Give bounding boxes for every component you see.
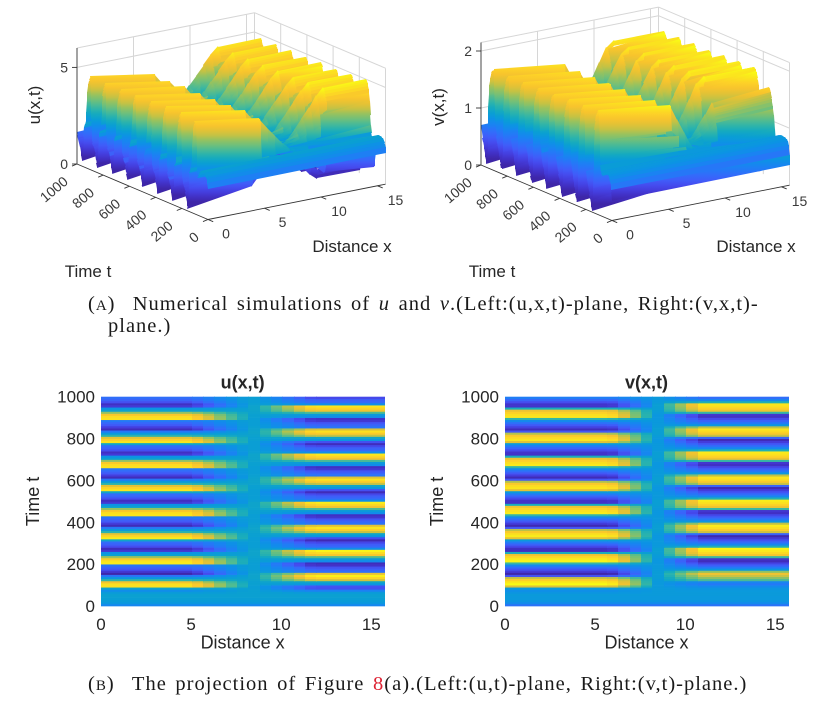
svg-text:u(x,t): u(x,t) (25, 86, 44, 125)
svg-text:0: 0 (626, 227, 634, 243)
svg-text:0: 0 (464, 157, 472, 173)
svg-text:15: 15 (362, 615, 381, 634)
svg-text:800: 800 (471, 430, 499, 449)
svg-text:1: 1 (464, 100, 472, 116)
svg-text:600: 600 (471, 471, 499, 490)
svg-text:5: 5 (60, 59, 68, 75)
svg-text:5: 5 (186, 615, 195, 634)
svg-text:0: 0 (222, 226, 230, 242)
svg-text:Time t: Time t (23, 477, 43, 526)
svg-text:800: 800 (67, 430, 95, 449)
svg-text:0: 0 (86, 597, 95, 616)
svg-text:v(x,t): v(x,t) (625, 373, 668, 393)
svg-text:Distance x: Distance x (201, 633, 285, 653)
svg-text:15: 15 (388, 192, 404, 208)
svg-text:5: 5 (279, 214, 287, 230)
svg-text:0: 0 (490, 597, 499, 616)
svg-text:Distance x: Distance x (312, 237, 392, 256)
svg-text:Distance x: Distance x (716, 237, 796, 256)
svg-text:u(x,t): u(x,t) (221, 373, 265, 393)
svg-text:Distance x: Distance x (604, 633, 688, 653)
svg-text:5: 5 (683, 215, 691, 231)
svg-text:1000: 1000 (57, 388, 95, 407)
svg-text:10: 10 (331, 203, 347, 219)
svg-text:0: 0 (500, 615, 509, 634)
svg-text:v(x,t): v(x,t) (429, 88, 448, 126)
svg-text:15: 15 (766, 615, 785, 634)
svg-text:2: 2 (464, 43, 472, 59)
svg-text:200: 200 (67, 555, 95, 574)
svg-text:5: 5 (590, 615, 599, 634)
svg-text:15: 15 (792, 193, 808, 209)
svg-text:400: 400 (67, 513, 95, 532)
svg-text:0: 0 (60, 156, 68, 172)
svg-text:0: 0 (96, 615, 105, 634)
svg-text:Time t: Time t (469, 262, 516, 281)
svg-text:1000: 1000 (461, 388, 499, 407)
svg-text:Time t: Time t (427, 477, 447, 526)
svg-text:400: 400 (471, 513, 499, 532)
svg-text:600: 600 (67, 471, 95, 490)
svg-text:10: 10 (676, 615, 695, 634)
svg-text:10: 10 (272, 615, 291, 634)
svg-text:Time t: Time t (65, 262, 112, 281)
svg-text:10: 10 (735, 204, 751, 220)
svg-text:200: 200 (471, 555, 499, 574)
